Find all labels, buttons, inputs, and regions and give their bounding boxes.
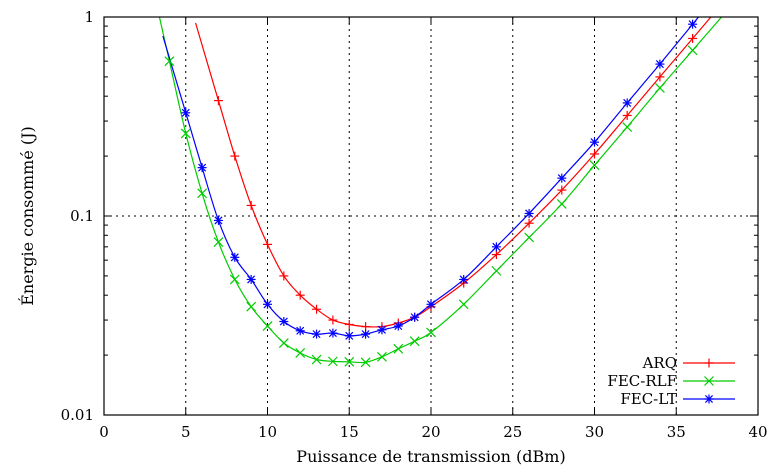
x-tick-label: 15	[340, 423, 359, 441]
data-point-fec-lt	[377, 325, 387, 335]
data-point-fec-lt	[263, 299, 272, 309]
legend-label: FEC-LT	[620, 390, 677, 408]
x-tick-label: 0	[99, 423, 109, 441]
data-point-arq	[213, 96, 223, 106]
data-point-fec-rlf	[491, 265, 502, 276]
data-point-arq	[655, 72, 665, 82]
data-point-fec-rlf	[409, 336, 420, 347]
data-point-arq	[246, 200, 256, 210]
data-point-fec-rlf	[589, 160, 600, 171]
legend-swatch-marker	[704, 376, 714, 386]
y-tick-label: 0.01	[61, 406, 94, 424]
x-tick-label: 35	[667, 423, 686, 441]
legend-label: FEC-RLF	[607, 372, 677, 390]
y-axis-label: Énergie consommé (J)	[17, 126, 37, 306]
data-point-arq	[688, 33, 698, 43]
ticks	[103, 16, 759, 416]
data-point-fec-rlf	[360, 357, 371, 368]
y-tick-label: 1	[84, 8, 94, 26]
data-point-fec-lt	[279, 317, 289, 327]
data-point-arq	[263, 239, 272, 249]
data-point-fec-lt	[295, 326, 305, 336]
data-point-fec-rlf	[278, 338, 289, 348]
data-point-fec-lt	[393, 321, 403, 331]
data-point-fec-rlf	[180, 128, 191, 139]
x-tick-label: 25	[503, 423, 522, 441]
data-point-fec-rlf	[213, 237, 224, 247]
x-axis-label: Puissance de transmission (dBm)	[296, 447, 565, 466]
data-point-arq	[295, 290, 305, 300]
series-line-arq	[195, 17, 712, 328]
data-point-fec-lt	[181, 108, 191, 118]
legend-label: ARQ	[642, 354, 677, 372]
data-point-fec-lt	[328, 328, 338, 338]
data-point-arq	[279, 271, 289, 281]
data-point-fec-rlf	[311, 354, 322, 365]
data-point-arq	[491, 250, 501, 260]
data-point-arq	[622, 110, 632, 120]
data-point-arq	[230, 151, 240, 161]
data-point-fec-rlf	[556, 198, 567, 209]
data-point-fec-lt	[197, 163, 207, 173]
data-point-fec-lt	[459, 274, 469, 284]
data-point-fec-lt	[557, 173, 567, 183]
data-point-fec-lt	[655, 59, 665, 69]
data-point-fec-rlf	[458, 299, 469, 310]
data-point-fec-rlf	[622, 122, 633, 132]
data-point-arq	[312, 304, 322, 314]
data-point-fec-lt	[524, 208, 534, 218]
legend-swatch-marker	[704, 358, 714, 368]
data-point-fec-lt	[622, 98, 632, 108]
data-point-fec-lt	[312, 329, 322, 339]
data-point-fec-lt	[410, 312, 420, 322]
data-point-fec-rlf	[524, 232, 535, 243]
data-point-fec-rlf	[426, 327, 436, 338]
grid	[104, 17, 758, 415]
data-point-fec-rlf	[654, 83, 665, 93]
data-point-fec-rlf	[327, 356, 338, 367]
data-point-fec-rlf	[687, 45, 698, 56]
data-point-arq	[557, 185, 567, 195]
x-tick-label: 30	[585, 423, 604, 441]
legend-swatch-marker	[704, 394, 714, 404]
x-tick-label: 40	[748, 423, 767, 441]
data-point-fec-rlf	[295, 348, 306, 358]
data-point-fec-lt	[361, 329, 371, 339]
data-point-arq	[590, 149, 599, 159]
x-tick-label: 5	[181, 423, 191, 441]
data-point-fec-rlf	[246, 301, 257, 312]
data-point-fec-rlf	[262, 321, 273, 331]
data-point-fec-rlf	[197, 188, 208, 199]
data-point-fec-lt	[344, 331, 354, 341]
data-point-fec-lt	[491, 242, 501, 252]
data-point-fec-lt	[213, 215, 223, 225]
data-point-fec-rlf	[229, 274, 240, 285]
data-point-fec-rlf	[393, 343, 404, 354]
x-tick-label: 20	[421, 423, 440, 441]
tick-labels: 0 5 10 15 20 25 30 35 40 0.01 0.1 1	[61, 8, 768, 441]
y-tick-label: 0.1	[70, 207, 94, 225]
data-point-fec-lt	[230, 252, 240, 262]
data-point-arq	[328, 315, 338, 325]
data-point-fec-lt	[246, 274, 256, 284]
data-point-arq	[524, 218, 534, 228]
data-point-fec-rlf	[344, 356, 355, 367]
data-point-fec-rlf	[164, 56, 175, 67]
data-point-fec-lt	[426, 299, 436, 309]
data-point-fec-lt	[590, 137, 599, 147]
data-point-fec-rlf	[377, 351, 387, 362]
data-point-arq	[344, 319, 354, 329]
data-point-fec-lt	[688, 19, 698, 29]
markers	[164, 19, 698, 368]
x-tick-label: 10	[258, 423, 277, 441]
